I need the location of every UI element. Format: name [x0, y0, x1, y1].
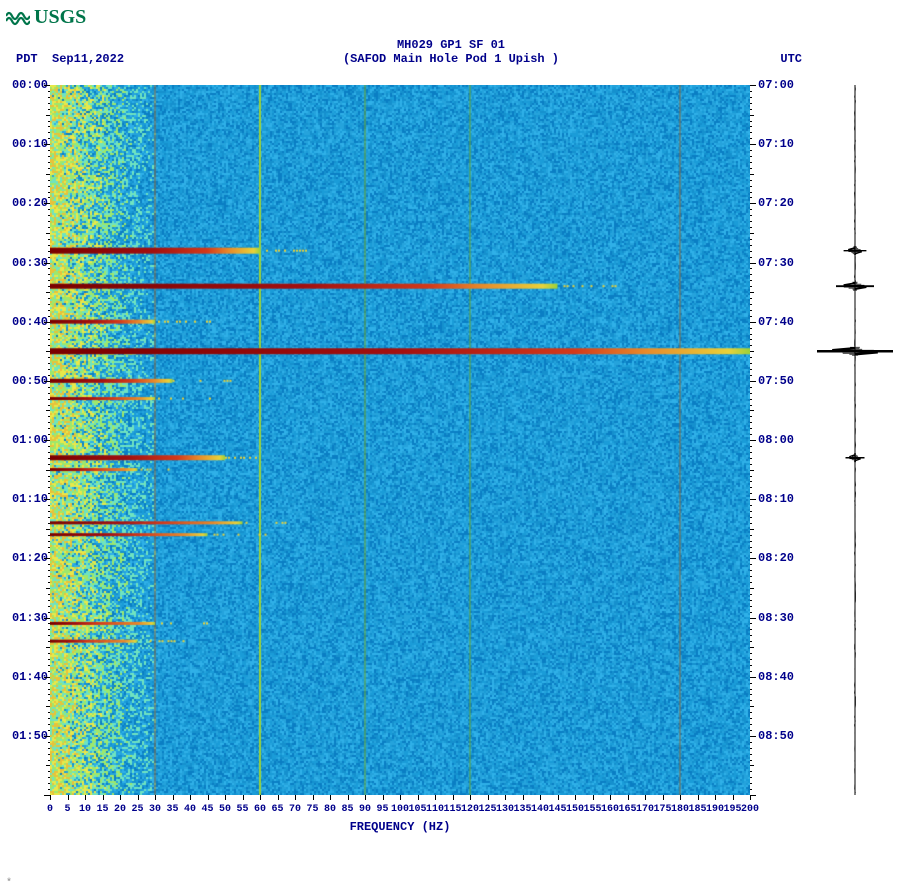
- x-tick: 40: [184, 804, 196, 815]
- y-right-tick: 08:10: [758, 492, 806, 506]
- x-tick: 70: [289, 804, 301, 815]
- x-tick: 15: [96, 804, 108, 815]
- y-left-tick: 01:50: [0, 729, 48, 743]
- y-left-tick: 01:40: [0, 670, 48, 684]
- x-tick: 50: [219, 804, 231, 815]
- y-left-tick: 00:50: [0, 374, 48, 388]
- y-right-tick: 07:20: [758, 196, 806, 210]
- x-tick: 170: [636, 804, 654, 815]
- x-tick: 20: [114, 804, 126, 815]
- x-tick: 0: [47, 804, 53, 815]
- y-left-tick: 01:10: [0, 492, 48, 506]
- y-right-tick: 07:00: [758, 78, 806, 92]
- x-tick: 100: [391, 804, 409, 815]
- x-tick: 195: [723, 804, 741, 815]
- x-axis-label: FREQUENCY (HZ): [50, 820, 750, 834]
- left-timezone-label: PDT Sep11,2022: [16, 52, 124, 66]
- y-right-tick: 07:40: [758, 315, 806, 329]
- x-tick: 120: [461, 804, 479, 815]
- y-left-tick: 00:10: [0, 137, 48, 151]
- x-tick: 165: [618, 804, 636, 815]
- y-right-tick: 07:50: [758, 374, 806, 388]
- x-tick: 110: [426, 804, 444, 815]
- x-tick: 25: [131, 804, 143, 815]
- x-tick: 130: [496, 804, 514, 815]
- usgs-wave-icon: [6, 9, 30, 27]
- x-tick: 150: [566, 804, 584, 815]
- x-tick: 105: [408, 804, 426, 815]
- x-tick: 125: [478, 804, 496, 815]
- x-tick: 135: [513, 804, 531, 815]
- y-left-tick: 00:20: [0, 196, 48, 210]
- y-right-tick: 08:30: [758, 611, 806, 625]
- corner-mark: *: [6, 878, 12, 889]
- tickmarks-left: [44, 85, 50, 795]
- y-left-tick: 00:00: [0, 78, 48, 92]
- x-tick: 185: [688, 804, 706, 815]
- x-tick: 180: [671, 804, 689, 815]
- y-axis-left: 00:0000:1000:2000:3000:4000:5001:0001:10…: [0, 85, 48, 795]
- x-tick: 190: [706, 804, 724, 815]
- x-tick: 160: [601, 804, 619, 815]
- x-tick: 145: [548, 804, 566, 815]
- chart-title: MH029 GP1 SF 01 (SAFOD Main Hole Pod 1 U…: [0, 38, 902, 67]
- x-tick: 140: [531, 804, 549, 815]
- y-right-tick: 08:50: [758, 729, 806, 743]
- x-tick: 75: [306, 804, 318, 815]
- x-tick: 200: [741, 804, 759, 815]
- y-right-tick: 08:20: [758, 551, 806, 565]
- y-right-tick: 08:40: [758, 670, 806, 684]
- pdt-label: PDT: [16, 52, 38, 66]
- x-tick: 155: [583, 804, 601, 815]
- x-tick: 80: [324, 804, 336, 815]
- spectrogram-canvas: [50, 85, 750, 795]
- y-left-tick: 01:30: [0, 611, 48, 625]
- title-line-1: MH029 GP1 SF 01: [397, 38, 505, 52]
- x-tick: 85: [341, 804, 353, 815]
- y-axis-right: 07:0007:1007:2007:3007:4007:5008:0008:10…: [758, 85, 806, 795]
- x-tick: 175: [653, 804, 671, 815]
- right-timezone-label: UTC: [780, 52, 802, 66]
- spectrogram-plot: [50, 85, 750, 795]
- x-tick: 90: [359, 804, 371, 815]
- x-tick: 35: [166, 804, 178, 815]
- y-right-tick: 07:30: [758, 256, 806, 270]
- logo-text: USGS: [34, 6, 86, 29]
- x-tick: 60: [254, 804, 266, 815]
- y-right-tick: 07:10: [758, 137, 806, 151]
- y-left-tick: 00:30: [0, 256, 48, 270]
- x-tick: 30: [149, 804, 161, 815]
- x-tick: 55: [236, 804, 248, 815]
- title-line-2: (SAFOD Main Hole Pod 1 Upish ): [343, 52, 559, 66]
- usgs-logo: USGS: [6, 6, 86, 29]
- y-left-tick: 01:20: [0, 551, 48, 565]
- y-right-tick: 08:00: [758, 433, 806, 447]
- x-tick: 65: [271, 804, 283, 815]
- x-tick: 45: [201, 804, 213, 815]
- x-tick: 95: [376, 804, 388, 815]
- waveform-panel: [815, 85, 895, 795]
- y-left-tick: 01:00: [0, 433, 48, 447]
- x-tick: 10: [79, 804, 91, 815]
- y-left-tick: 00:40: [0, 315, 48, 329]
- tickmarks-right: [750, 85, 756, 795]
- date-label: Sep11,2022: [52, 52, 124, 66]
- x-tick: 5: [64, 804, 70, 815]
- x-tick: 115: [443, 804, 461, 815]
